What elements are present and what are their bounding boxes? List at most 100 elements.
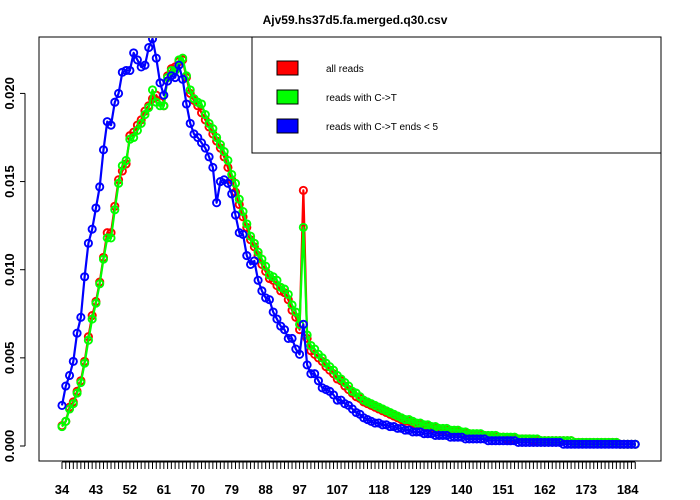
x-tick-label: 140: [451, 482, 473, 497]
y-axis: 0.000 0.005 0.010 0.015 0.020: [2, 77, 26, 463]
data-point: [129, 132, 139, 143]
data-point: [238, 229, 248, 239]
data-point: [261, 261, 271, 271]
data-point: [181, 99, 191, 109]
data-point: [287, 300, 297, 310]
data-point: [630, 439, 640, 449]
data-point: [106, 233, 116, 243]
data-point: [83, 238, 93, 248]
data-point: [264, 295, 274, 305]
x-tick-label: 70: [191, 482, 205, 497]
x-tick-label: 43: [89, 482, 103, 497]
legend-label: all reads: [326, 64, 364, 75]
data-point: [313, 376, 323, 386]
y-tick-label: 0.015: [2, 165, 17, 198]
data-point: [283, 289, 293, 299]
data-point: [257, 286, 267, 296]
data-point: [151, 53, 161, 63]
x-tick-label: 151: [492, 482, 514, 497]
chart-title: Ajv59.hs37d5.fa.merged.q30.csv: [263, 13, 448, 27]
data-point: [306, 369, 316, 379]
data-point: [185, 85, 195, 95]
data-point: [68, 356, 78, 366]
data-point: [91, 298, 101, 308]
data-point: [83, 335, 93, 345]
data-point: [230, 210, 241, 220]
legend-swatch: [276, 60, 299, 76]
legend-item: reads with C->T: [276, 89, 397, 105]
data-point: [249, 256, 259, 266]
data-point: [98, 254, 109, 264]
data-point: [287, 333, 297, 344]
data-point: [227, 189, 237, 199]
x-tick-label: 162: [534, 482, 556, 497]
legend-label: reads with C->T ends < 5: [326, 122, 439, 133]
legend-item: all reads: [276, 60, 364, 76]
x-tick-label: 129: [409, 482, 431, 497]
y-tick-label: 0.000: [2, 430, 17, 463]
data-point: [238, 206, 248, 217]
data-point: [98, 145, 109, 155]
data-point: [159, 90, 169, 100]
x-tick-label: 118: [368, 482, 389, 497]
data-point: [249, 238, 259, 248]
data-point: [234, 194, 244, 204]
x-tick-label: 88: [258, 482, 272, 497]
data-point: [76, 312, 86, 322]
data-point: [295, 349, 305, 359]
data-point: [310, 369, 320, 379]
data-point: [91, 203, 101, 213]
data-point: [155, 101, 165, 111]
data-point: [76, 377, 86, 388]
x-tick-label: 107: [326, 482, 348, 497]
data-point: [110, 97, 120, 107]
data-point: [61, 416, 71, 426]
y-tick-label: 0.020: [2, 77, 17, 110]
data-point: [208, 162, 218, 173]
data-point: [140, 110, 150, 120]
data-point: [212, 132, 222, 143]
data-point: [110, 205, 120, 215]
data-point: [268, 307, 278, 317]
data-point: [223, 155, 233, 165]
data-point: [61, 381, 71, 391]
data-point: [144, 43, 154, 53]
x-tick-label: 79: [224, 482, 238, 497]
data-point: [121, 155, 131, 165]
data-point: [95, 182, 105, 192]
data-point: [80, 272, 90, 282]
data-point: [114, 88, 124, 98]
data-point: [283, 333, 293, 344]
x-tick-label: 52: [123, 482, 137, 497]
data-point: [87, 224, 97, 234]
data-point: [215, 139, 225, 150]
data-point: [178, 53, 188, 63]
data-point: [279, 325, 290, 335]
x-axis: 34 43 52 61 70 79 88 97 107 118 129 140 151 162 173 184: [55, 461, 639, 497]
y-tick-label: 0.005: [2, 342, 17, 375]
x-tick-label: 97: [292, 482, 306, 497]
data-point: [212, 198, 222, 208]
data-point: [102, 233, 112, 243]
data-point: [72, 328, 82, 338]
data-point: [132, 125, 142, 135]
data-point: [219, 147, 229, 157]
x-tick-label: 184: [617, 482, 639, 497]
data-point: [298, 319, 308, 329]
data-point: [242, 251, 252, 261]
data-point: [200, 143, 210, 153]
series-layer: [57, 38, 640, 449]
data-point: [626, 439, 637, 449]
legend: all reads reads with C->T reads with C->T …: [251, 36, 662, 154]
data-point: [204, 152, 214, 162]
data-point: [95, 279, 105, 289]
data-point: [253, 247, 263, 257]
data-point: [223, 178, 233, 188]
data-point: [159, 101, 169, 111]
data-point: [147, 85, 158, 95]
data-point: [144, 102, 154, 113]
data-point: [166, 65, 176, 76]
legend-swatch: [276, 118, 299, 134]
data-point: [87, 314, 97, 324]
